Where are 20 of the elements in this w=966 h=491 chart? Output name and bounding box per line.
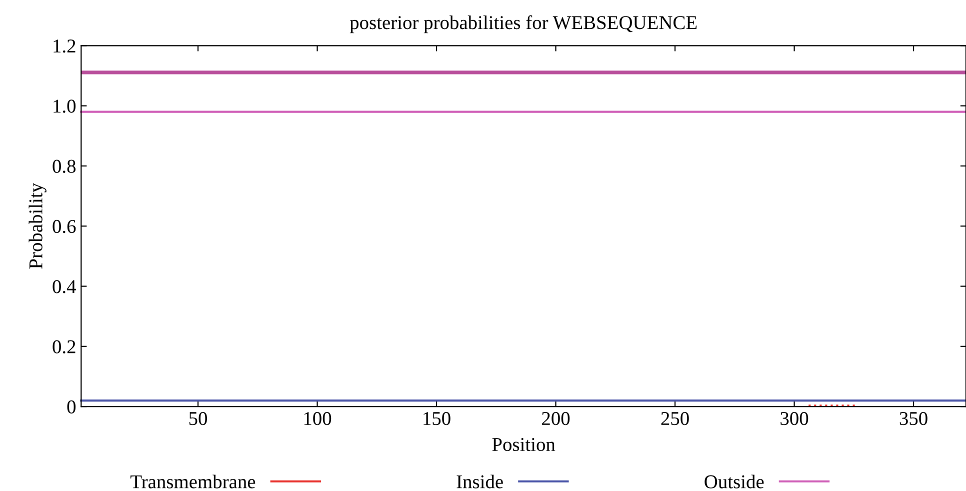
y-tick-label: 0.8 [52,160,76,173]
legend-label: Transmembrane [130,474,256,488]
y-tick-label: 0.4 [52,280,76,294]
y-tick-label: 1.0 [54,100,76,113]
legend-label: Outside [704,474,764,488]
x-tick-label: 250 [661,412,689,426]
y-tick-label: 0.2 [52,340,76,354]
x-tick-label: 100 [304,412,332,426]
legend-label: Inside [456,474,503,488]
y-axis-title: Probability [28,182,46,269]
x-axis-title: Position [492,438,556,452]
x-tick-label: 300 [780,412,808,426]
x-tick-label: 200 [542,412,570,426]
y-tick-label: 1.2 [54,40,76,53]
x-tick-label: 350 [900,412,928,426]
y-tick-label: 0 [67,400,76,414]
y-tick-label: 0.6 [52,220,76,234]
chart-title: posterior probabilities for WEBSEQUENCE [350,15,697,34]
x-tick-label: 50 [189,412,207,426]
x-tick-label: 150 [424,412,450,426]
